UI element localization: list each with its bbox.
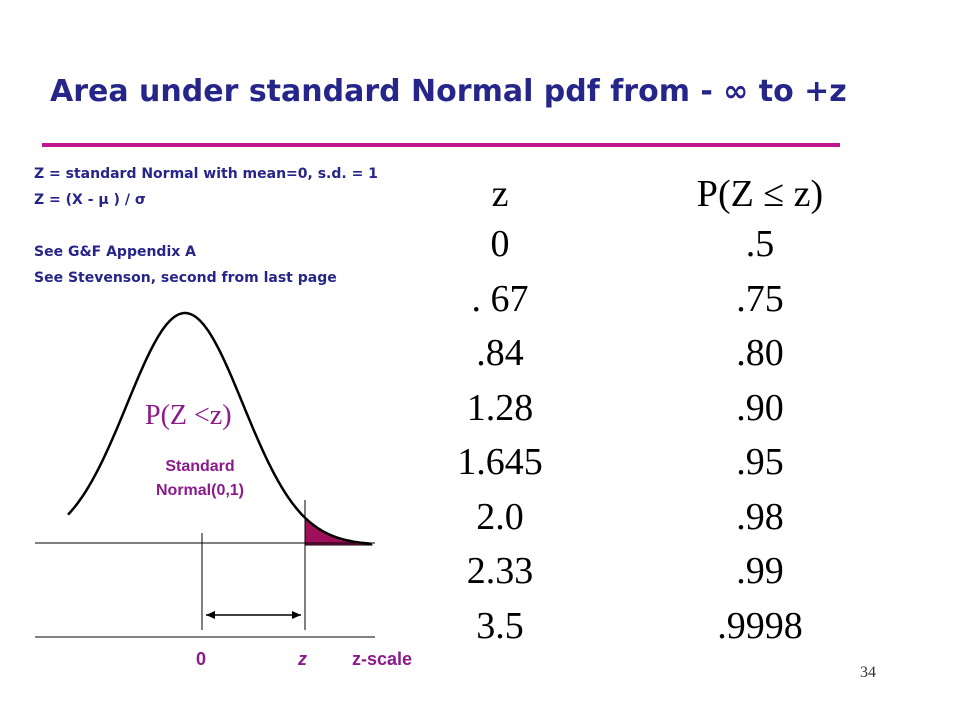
table-cell: .75 xyxy=(736,277,784,320)
table-cell: .90 xyxy=(736,386,784,429)
table-cell: .98 xyxy=(736,495,784,538)
tail-area xyxy=(304,516,373,546)
table-cell: .5 xyxy=(745,223,775,265)
curve-label: Normal(0,1) xyxy=(155,482,245,499)
table-cell: 2.33 xyxy=(466,550,534,592)
page-number: 34 xyxy=(860,664,876,681)
curve-label: Standard xyxy=(165,458,235,475)
table-cell: 0 xyxy=(490,223,510,265)
table-cell: .84 xyxy=(476,332,524,374)
column-header: P(Z ≤ z) xyxy=(696,173,824,215)
table-cell: . 67 xyxy=(471,277,529,320)
area-label: P(Z <z) xyxy=(145,400,232,431)
table-cell: 3.5 xyxy=(476,604,524,647)
table-cell: .95 xyxy=(736,441,784,483)
table-cell: .9998 xyxy=(717,604,803,647)
axis-label: z xyxy=(298,649,307,669)
note: Z = (X - μ ) / σ xyxy=(34,192,146,208)
note: Z = standard Normal with mean=0, s.d. = … xyxy=(34,166,378,182)
column-header: z xyxy=(491,173,509,215)
note: See Stevenson, second from last page xyxy=(34,270,337,286)
axis-label: z-scale xyxy=(352,649,413,669)
note: See G&F Appendix A xyxy=(34,244,196,260)
table-cell: .99 xyxy=(736,550,784,592)
table-cell: 1.645 xyxy=(457,441,543,483)
table-cell: 1.28 xyxy=(466,386,534,429)
table-cell: 2.0 xyxy=(476,495,524,538)
axis-label: 0 xyxy=(196,649,207,669)
title: Area under standard Normal pdf from - ∞ … xyxy=(50,74,847,109)
table-cell: .80 xyxy=(736,332,784,374)
normal-curve xyxy=(67,311,373,545)
